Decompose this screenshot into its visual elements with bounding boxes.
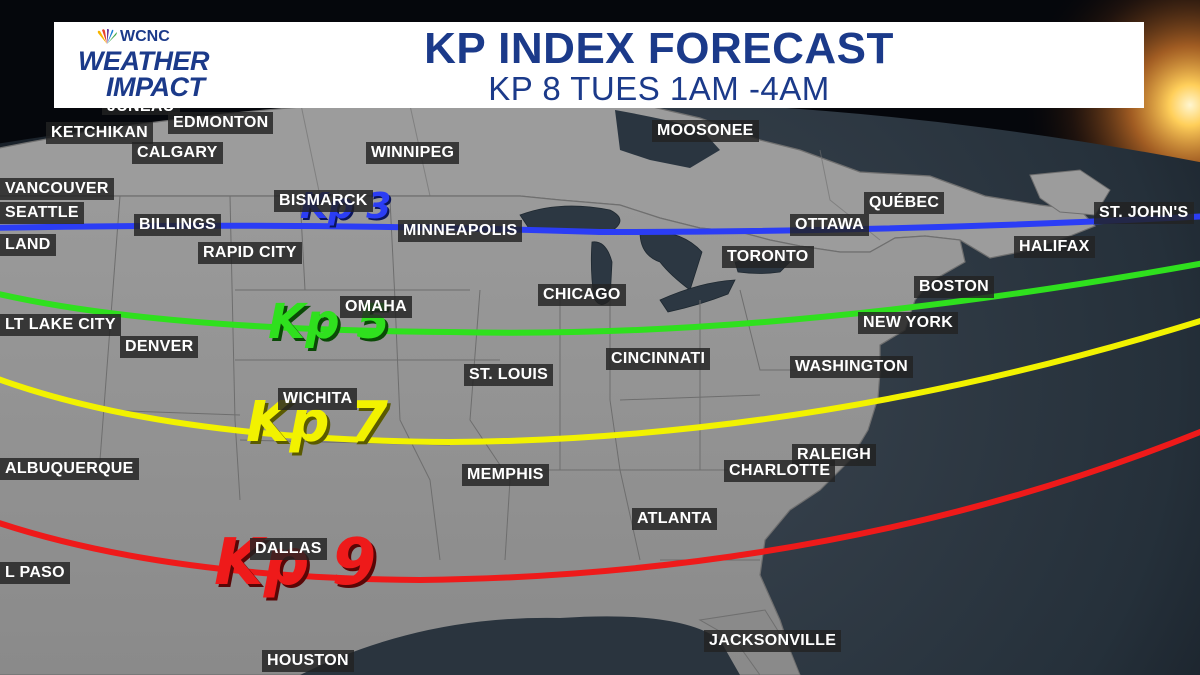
kp-5-line: [0, 260, 1200, 336]
kp-9-line: [0, 428, 1200, 584]
city-label-calgary: CALGARY: [132, 142, 223, 164]
city-label-jacksonville: JACKSONVILLE: [704, 630, 842, 652]
city-label-toronto: TORONTO: [722, 246, 814, 268]
city-label-new-york: NEW YORK: [858, 312, 959, 334]
city-label-quebec: QUÉBEC: [864, 192, 945, 214]
page-title: KP INDEX FORECAST: [424, 24, 894, 73]
city-label-edmonton: EDMONTON: [168, 112, 274, 134]
page-subtitle: KP 8 TUES 1AM -4AM: [488, 70, 830, 107]
city-label-cincinnati: CINCINNATI: [606, 348, 711, 370]
city-label-portland: LAND: [0, 234, 56, 256]
city-label-atlanta: ATLANTA: [632, 508, 718, 530]
city-label-albuquerque: ALBUQUERQUE: [0, 458, 139, 480]
station-logo: WCNC WEATHER IMPACT: [76, 26, 246, 104]
city-label-memphis: MEMPHIS: [462, 464, 549, 486]
city-label-boston: BOSTON: [914, 276, 994, 298]
city-label-omaha: OMAHA: [340, 296, 412, 318]
city-label-winnipeg: WINNIPEG: [366, 142, 460, 164]
city-label-minneapolis: MINNEAPOLIS: [398, 220, 523, 242]
title-banner: WCNC WEATHER IMPACT KP INDEX FORECAST KP…: [54, 22, 1144, 108]
logo-line-impact: IMPACT: [106, 72, 205, 102]
city-label-bismarck: BISMARCK: [274, 190, 373, 212]
city-label-billings: BILLINGS: [134, 214, 222, 236]
logo-line-weather: WEATHER: [78, 46, 210, 76]
city-label-ottawa: OTTAWA: [790, 214, 870, 236]
city-label-st-louis: ST. LOUIS: [464, 364, 554, 386]
city-label-rapid-city: RAPID CITY: [198, 242, 302, 264]
city-label-chicago: CHICAGO: [538, 284, 626, 306]
city-label-vancouver: VANCOUVER: [0, 178, 114, 200]
city-label-seattle: SEATTLE: [0, 202, 84, 224]
kp-7-line: [0, 317, 1200, 446]
city-label-ketchikan: KETCHIKAN: [46, 122, 153, 144]
kp-lines: [0, 213, 1200, 584]
peacock-icon: [97, 29, 117, 44]
city-label-houston: HOUSTON: [262, 650, 354, 672]
city-label-wichita: WICHITA: [278, 388, 358, 410]
city-label-halifax: HALIFAX: [1014, 236, 1095, 258]
gulf-of-mexico: [300, 616, 740, 675]
city-label-denver: DENVER: [120, 336, 199, 358]
city-label-charlotte: CHARLOTTE: [724, 460, 836, 482]
city-label-el-paso: L PASO: [0, 562, 70, 584]
city-label-washington: WASHINGTON: [790, 356, 913, 378]
city-label-st-johns: ST. JOHN'S: [1094, 202, 1194, 224]
city-label-dallas: DALLAS: [250, 538, 327, 560]
logo-brand: WCNC: [120, 28, 170, 45]
city-label-moosonee: MOOSONEE: [652, 120, 759, 142]
lake-erie: [659, 279, 736, 313]
city-label-salt-lake-city: LT LAKE CITY: [0, 314, 121, 336]
